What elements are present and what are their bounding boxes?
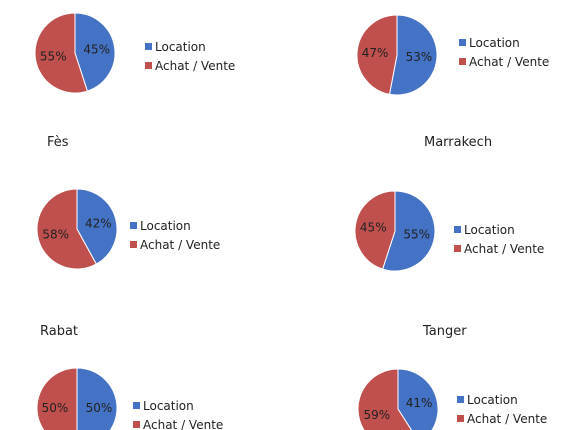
pie-2-slice-achat-vente — [36, 188, 97, 270]
pie-2-legend-swatch-1 — [130, 241, 137, 248]
pie-1-legend-label-0: Location — [469, 36, 520, 50]
pie-1-label-achat-vente: 47% — [362, 46, 389, 60]
pie-3-label-achat-vente: 45% — [360, 221, 387, 235]
pie-3-slice-achat-vente — [354, 190, 396, 270]
pie-4-slice-achat-vente — [36, 367, 78, 430]
pie-4-legend-label-1: Achat / Vente — [143, 418, 223, 430]
pie-4-slice-location — [76, 367, 118, 430]
pie-3-slice-location — [382, 190, 436, 272]
pie-5-slice-location — [397, 368, 439, 430]
pie-3-legend-label-1: Achat / Vente — [464, 242, 544, 256]
pie-2-legend-label-0: Location — [140, 219, 191, 233]
pie-5-legend-label-0: Location — [467, 393, 518, 407]
pie-0-legend-swatch-1 — [145, 62, 152, 69]
pie-0-label-achat-vente: 55% — [40, 49, 67, 63]
pie-0-legend-swatch-0 — [145, 43, 152, 50]
pie-4-legend-label-0: Location — [143, 399, 194, 413]
pie-2-legend-label-1: Achat / Vente — [140, 238, 220, 252]
pie-0-legend-label-1: Achat / Vente — [155, 59, 235, 73]
pie-1-slice-achat-vente — [356, 14, 398, 95]
pie-5-legend-swatch-1 — [457, 415, 464, 422]
pie-5-label-location: 41% — [406, 396, 433, 410]
pie-0-slice-achat-vente — [34, 12, 88, 94]
pie-1-legend-label-1: Achat / Vente — [469, 55, 549, 69]
pie-5-legend-label-1: Achat / Vente — [467, 412, 547, 426]
pie-1-label-location: 53% — [406, 50, 433, 64]
pie-5-legend-swatch-0 — [457, 396, 464, 403]
pie-4-label-location: 50% — [86, 401, 113, 415]
pie-0-slice-location — [74, 12, 116, 92]
pie-4-legend-swatch-1 — [133, 421, 140, 428]
title-marrakech: Marrakech — [424, 135, 493, 150]
pie-1-legend-swatch-1 — [459, 58, 466, 65]
pie-2-label-location: 42% — [85, 217, 112, 231]
pie-3-legend-swatch-1 — [454, 245, 461, 252]
pie-0-label-location: 45% — [83, 43, 110, 57]
pie-4-label-achat-vente: 50% — [42, 401, 69, 415]
title-tanger: Tanger — [423, 324, 467, 339]
title-rabat: Rabat — [40, 324, 79, 339]
pie-0-legend-label-0: Location — [155, 40, 206, 54]
pie-1-slice-location — [388, 14, 438, 96]
title-fes: Fès — [47, 135, 69, 150]
pie-2-label-achat-vente: 58% — [42, 227, 69, 241]
pie-2-legend-swatch-0 — [130, 222, 137, 229]
pie-1-legend-swatch-0 — [459, 39, 466, 46]
pie-5-label-achat-vente: 59% — [364, 408, 391, 422]
pie-4-legend-swatch-0 — [133, 402, 140, 409]
pie-3-legend-label-0: Location — [464, 223, 515, 237]
pie-2-slice-location — [76, 188, 118, 265]
pie-3-label-location: 55% — [403, 227, 430, 241]
pie-5-slice-achat-vente — [357, 368, 412, 430]
pie-3-legend-swatch-0 — [454, 226, 461, 233]
